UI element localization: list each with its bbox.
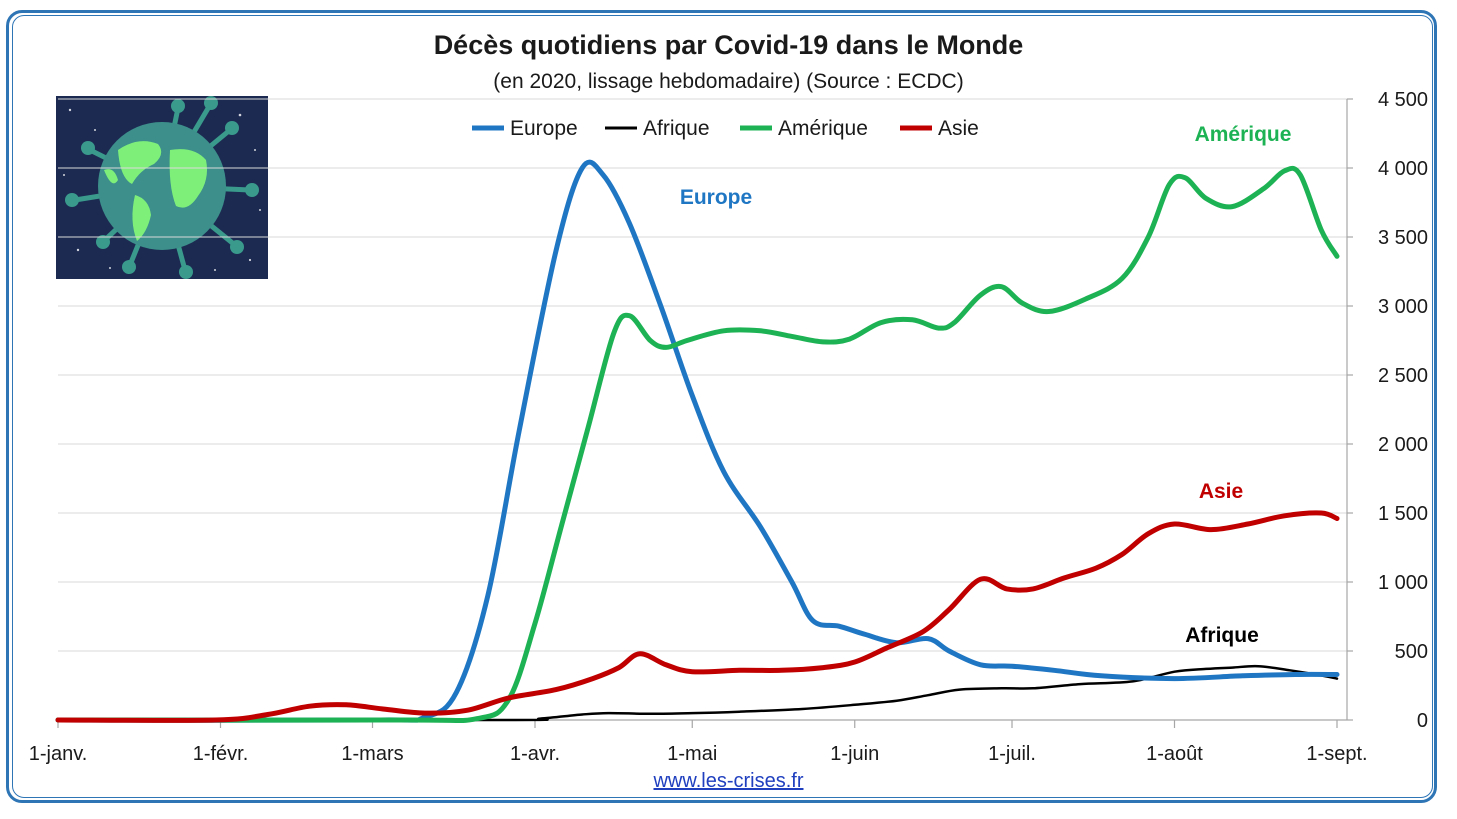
covid-globe-illustration <box>56 96 268 279</box>
y-tick-label: 1 000 <box>1378 572 1428 594</box>
x-tick-label: 1-févr. <box>193 743 249 765</box>
y-tick-label: 3 000 <box>1378 296 1428 318</box>
annotation-asie: Asie <box>1199 480 1243 503</box>
y-tick-label: 4 000 <box>1378 158 1428 180</box>
x-tick-label: 1-mai <box>667 743 717 765</box>
legend-label-europe: Europe <box>510 117 578 140</box>
chart-frame <box>6 10 1437 803</box>
y-axis: 0 500 1 000 1 500 2 000 2 500 3 000 3 500 4 000 4… <box>1346 89 1428 732</box>
y-tick-label: 2 000 <box>1378 434 1428 456</box>
y-tick-label: 500 <box>1395 641 1428 663</box>
series-line-europe <box>55 159 1340 723</box>
series-line-asie <box>55 510 1340 723</box>
x-tick-label: 1-mars <box>341 743 403 765</box>
y-tick-label: 3 500 <box>1378 227 1428 249</box>
series-lines <box>55 159 1340 724</box>
x-tick-label: 1-janv. <box>29 743 88 765</box>
legend-label-asie: Asie <box>938 117 979 140</box>
legend-label-amerique: Amérique <box>778 117 868 140</box>
annotation-amerique: Amérique <box>1195 123 1292 146</box>
x-tick-label: 1-juin <box>830 743 879 765</box>
x-tick-label: 1-août <box>1146 743 1203 765</box>
chart-subtitle: (en 2020, lissage hebdomadaire) (Source … <box>493 70 964 93</box>
chart-title: Décès quotidiens par Covid-19 dans le Mo… <box>433 30 1024 60</box>
legend: Europe Afrique Amérique Asie <box>472 117 979 140</box>
annotation-afrique: Afrique <box>1185 624 1259 647</box>
y-tick-label: 0 <box>1417 710 1428 732</box>
series-line-amerique <box>55 165 1340 724</box>
x-tick-label: 1-juil. <box>988 743 1036 765</box>
y-tick-label: 1 500 <box>1378 503 1428 525</box>
x-tick-label: 1-sept. <box>1306 743 1367 765</box>
x-axis: 1-janv. 1-févr. 1-mars 1-avr. 1-mai 1-juin 1-j… <box>29 719 1368 765</box>
series-annotations: Europe Afrique Amérique Asie <box>680 123 1292 647</box>
annotation-europe: Europe <box>680 186 752 209</box>
y-tick-label: 2 500 <box>1378 365 1428 387</box>
y-tick-label: 4 500 <box>1378 89 1428 111</box>
series-line-afrique <box>56 664 1339 722</box>
chart-frame-inner <box>12 15 1433 798</box>
x-tick-label: 1-avr. <box>510 743 560 765</box>
gridlines <box>58 98 1347 652</box>
legend-label-afrique: Afrique <box>643 117 710 140</box>
source-link[interactable]: www.les-crises.fr <box>653 770 804 792</box>
